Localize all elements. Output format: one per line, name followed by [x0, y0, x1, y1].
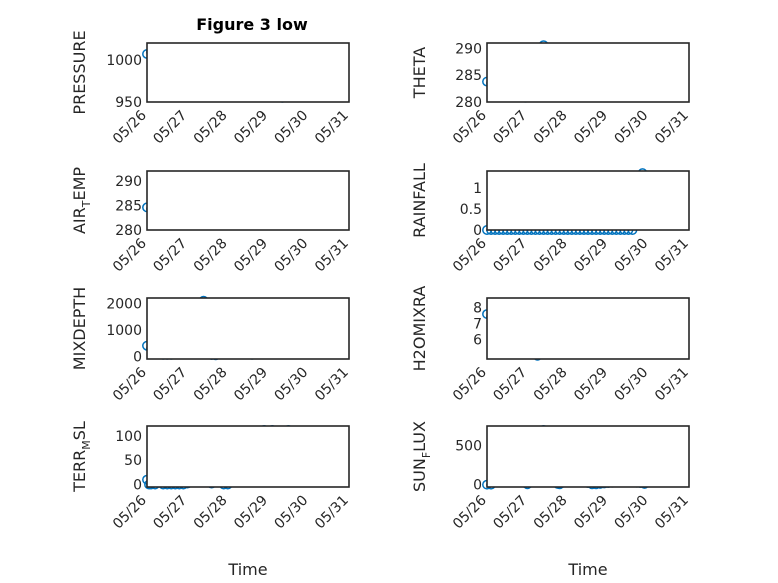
x-tick-label: 05/28 [531, 108, 571, 148]
axes-frame [146, 42, 350, 103]
x-tick-label: 05/29 [231, 108, 271, 148]
y-axis-label: THETA [410, 47, 429, 99]
x-tick-label: 05/29 [571, 236, 611, 276]
x-tick-label: 05/31 [312, 493, 352, 533]
y-tick-label: 0 [473, 223, 482, 239]
x-tick-label: 05/31 [312, 108, 352, 148]
x-tick-label: 05/26 [110, 235, 150, 275]
axes-frame [486, 297, 690, 360]
x-tick-label: 05/27 [150, 365, 190, 405]
y-axis-label: TERRMSL [70, 421, 93, 493]
x-tick-label: 05/30 [272, 236, 312, 276]
axes-frame [486, 170, 690, 231]
x-tick-label: 05/30 [612, 493, 652, 533]
x-tick-label: 05/31 [652, 493, 692, 533]
subplot-air-temp: 05/26 05/27 05/28 05/29 05/30 05/31 280 285 290 A… [70, 167, 352, 276]
y-axis-label: MIXDEPTH [70, 287, 89, 370]
x-tick-label: 05/26 [110, 492, 150, 532]
y-tick-label: 0 [133, 349, 142, 365]
y-tick-label: 100 [115, 429, 142, 445]
y-tick-label: 2000 [106, 296, 142, 312]
x-tick-label: 05/29 [231, 493, 271, 533]
x-tick-label: 05/29 [231, 236, 271, 276]
y-tick-label: 1000 [106, 323, 142, 339]
x-tick-label: 05/27 [150, 493, 190, 533]
x-tick-label: 05/31 [312, 365, 352, 405]
y-axis-label: RAINFALL [410, 163, 429, 238]
y-tick-label: 950 [115, 95, 142, 111]
axes-frame [486, 425, 690, 488]
subplot-rainfall: 05/26 05/27 05/28 05/29 05/30 05/31 0 0.5 1 RAINF… [410, 163, 692, 275]
axes-frame [146, 170, 350, 231]
y-tick-label: 0 [133, 478, 142, 494]
x-tick-label: 05/30 [612, 108, 652, 148]
figure-title: Figure 3 low [196, 15, 308, 34]
x-tick-label: 05/29 [231, 365, 271, 405]
y-tick-label: 500 [455, 439, 482, 455]
x-tick-label: 05/28 [531, 236, 571, 276]
x-tick-label: 05/30 [272, 493, 312, 533]
subplot-terr-msl: 05/26 05/27 05/28 05/29 05/30 05/31 0 50 100 TERR… [70, 421, 352, 579]
x-tick-label: 05/28 [531, 365, 571, 405]
y-tick-label: 7 [473, 317, 482, 333]
x-tick-label: 05/30 [612, 236, 652, 276]
subplot-sun-flux: 05/26 05/27 05/28 05/29 05/30 05/31 0 500 SUNFLU… [410, 421, 692, 579]
x-tick-label: 05/28 [531, 493, 571, 533]
y-tick-label: 280 [115, 223, 142, 239]
x-tick-label: 05/27 [490, 236, 530, 276]
x-tick-label: 05/28 [191, 236, 231, 276]
y-tick-label: 1 [473, 181, 482, 197]
y-axis-label: AIRTEMP [70, 167, 93, 234]
y-tick-label: 280 [455, 95, 482, 111]
y-tick-label: 8 [473, 301, 482, 317]
axes-frame [486, 42, 690, 103]
y-tick-label: 285 [115, 198, 142, 214]
x-tick-label: 05/27 [150, 108, 190, 148]
subplot-theta: 05/26 05/27 05/28 05/29 05/30 05/31 280 285 290 T… [410, 40, 692, 148]
x-tick-label: 05/28 [191, 108, 231, 148]
x-tick-label: 05/27 [490, 365, 530, 405]
x-tick-label: 05/29 [571, 365, 611, 405]
x-tick-label: 05/28 [191, 493, 231, 533]
x-tick-label: 05/30 [612, 365, 652, 405]
x-tick-label: 05/30 [272, 365, 312, 405]
x-tick-label: 05/31 [652, 365, 692, 405]
y-tick-label: 290 [115, 174, 142, 190]
x-tick-label: 05/26 [450, 492, 490, 532]
subplot-mixdepth: 05/26 05/27 05/28 05/29 05/30 05/31 0 1000 2000 M… [70, 287, 352, 405]
subplot-h2omixra: 05/26 05/27 05/28 05/29 05/30 05/31 678 H2OMIXR… [410, 286, 692, 405]
y-tick-label: 285 [455, 68, 482, 84]
x-tick-label: 05/29 [571, 493, 611, 533]
y-tick-label: 0.5 [460, 202, 482, 218]
x-tick-label: 05/27 [490, 108, 530, 148]
x-tick-label: 05/26 [450, 235, 490, 275]
x-tick-label: 05/27 [490, 493, 530, 533]
x-axis-label: Time [227, 560, 267, 579]
x-tick-label: 05/31 [652, 108, 692, 148]
x-tick-label: 05/31 [652, 236, 692, 276]
x-tick-label: 05/27 [150, 236, 190, 276]
x-tick-label: 05/26 [450, 107, 490, 147]
y-tick-label: 290 [455, 41, 482, 57]
axes-frame [146, 297, 350, 360]
x-tick-label: 05/26 [110, 364, 150, 404]
x-tick-label: 05/28 [191, 365, 231, 405]
y-axis-label: H2OMIXRA [410, 286, 429, 372]
y-tick-label: 1000 [106, 53, 142, 69]
y-tick-label: 50 [124, 453, 142, 469]
x-axis-label: Time [567, 560, 607, 579]
x-tick-label: 05/29 [571, 108, 611, 148]
x-tick-label: 05/26 [110, 107, 150, 147]
axes-frame [146, 425, 350, 488]
y-axis-label: SUNFLUX [410, 421, 433, 492]
x-tick-label: 05/30 [272, 108, 312, 148]
x-tick-label: 05/26 [450, 364, 490, 404]
y-axis-label: PRESSURE [70, 30, 89, 114]
x-tick-label: 05/31 [312, 236, 352, 276]
y-tick-label: 0 [473, 478, 482, 494]
subplot-pressure: 05/26 05/27 05/28 05/29 05/30 05/31 950 1000 PRE… [70, 30, 352, 147]
y-tick-label: 6 [473, 333, 482, 349]
